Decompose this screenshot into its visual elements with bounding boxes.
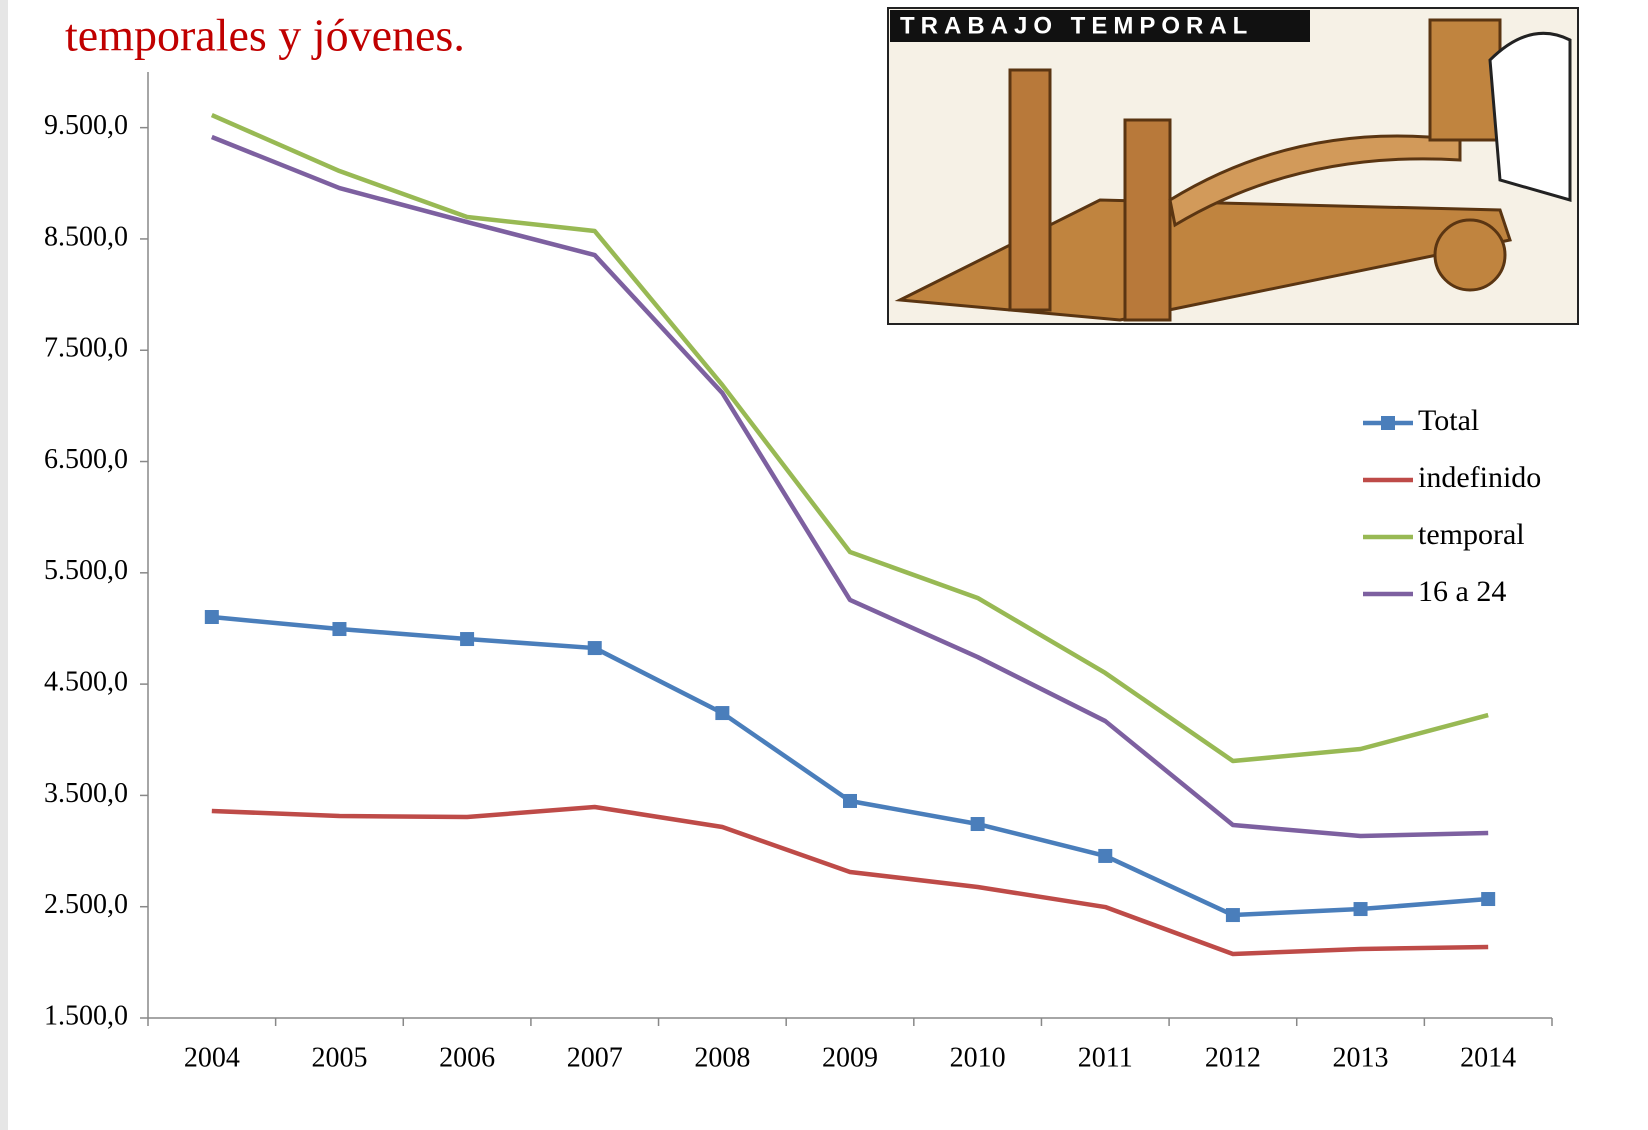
x-tick-label: 2005 [311, 1042, 367, 1073]
cartoon-arm [1168, 134, 1462, 228]
x-tick-label: 2004 [184, 1042, 240, 1073]
cartoon-seat [1428, 18, 1502, 142]
y-tick-label: 1.500,0 [44, 1000, 128, 1031]
y-tick-label: 5.500,0 [44, 555, 128, 586]
cartoon-worker [1488, 31, 1572, 202]
series-marker [204, 610, 219, 625]
cartoon-catapult [894, 198, 1512, 322]
legend-label: Total [1418, 404, 1479, 437]
x-tick-label: 2012 [1205, 1042, 1261, 1073]
legend-label: temporal [1418, 518, 1525, 551]
series-marker [1098, 848, 1113, 863]
cartoon-post [1123, 118, 1172, 322]
series-marker [460, 632, 475, 647]
y-tick-label: 9.500,0 [44, 110, 128, 141]
y-tick-label: 8.500,0 [44, 221, 128, 252]
y-tick-label: 7.500,0 [44, 333, 128, 364]
series-marker [843, 793, 857, 808]
cartoon-caption: TRABAJO TEMPORAL [900, 12, 1253, 39]
cartoon-post [1008, 68, 1052, 312]
series-marker [1353, 902, 1368, 917]
series-marker [1481, 892, 1496, 907]
y-tick-label: 6.500,0 [44, 444, 128, 475]
series-line [210, 134, 1489, 839]
plot: 1.500,0 2.500,0 3.500,0 4.500,0 5.500,0 6.500… [44, 72, 1553, 1073]
series-line [210, 113, 1489, 764]
legend-marker [1381, 416, 1395, 430]
x-tick-label: 2009 [822, 1042, 878, 1073]
legend-label: indefinido [1418, 461, 1541, 494]
series-line [211, 804, 1489, 957]
x-tick-label: 2014 [1460, 1042, 1516, 1073]
x-tick-label: 2010 [950, 1042, 1006, 1073]
series-marker [970, 817, 985, 832]
x-tick-label: 2007 [567, 1042, 623, 1073]
x-tick-label: 2011 [1078, 1042, 1133, 1073]
series-marker [332, 622, 347, 637]
y-tick-label: 2.500,0 [44, 889, 128, 920]
cartoon-wheel [1433, 218, 1507, 292]
slide-edge [0, 0, 8, 1130]
y-tick-label: 4.500,0 [44, 667, 128, 698]
x-tick-label: 2013 [1333, 1042, 1389, 1073]
y-tick-label: 3.500,0 [44, 778, 128, 809]
cartoon-banner [890, 10, 1310, 42]
x-tick-label: 2008 [694, 1042, 750, 1073]
series-marker [1225, 908, 1240, 923]
series-marker [587, 641, 602, 656]
x-tick-label: 2006 [439, 1042, 495, 1073]
cartoon: TRABAJO TEMPORAL [887, 7, 1579, 325]
series-marker [715, 706, 730, 721]
legend-label: 16 a 24 [1418, 575, 1506, 608]
slide-title: temporales y jóvenes. [65, 10, 465, 61]
